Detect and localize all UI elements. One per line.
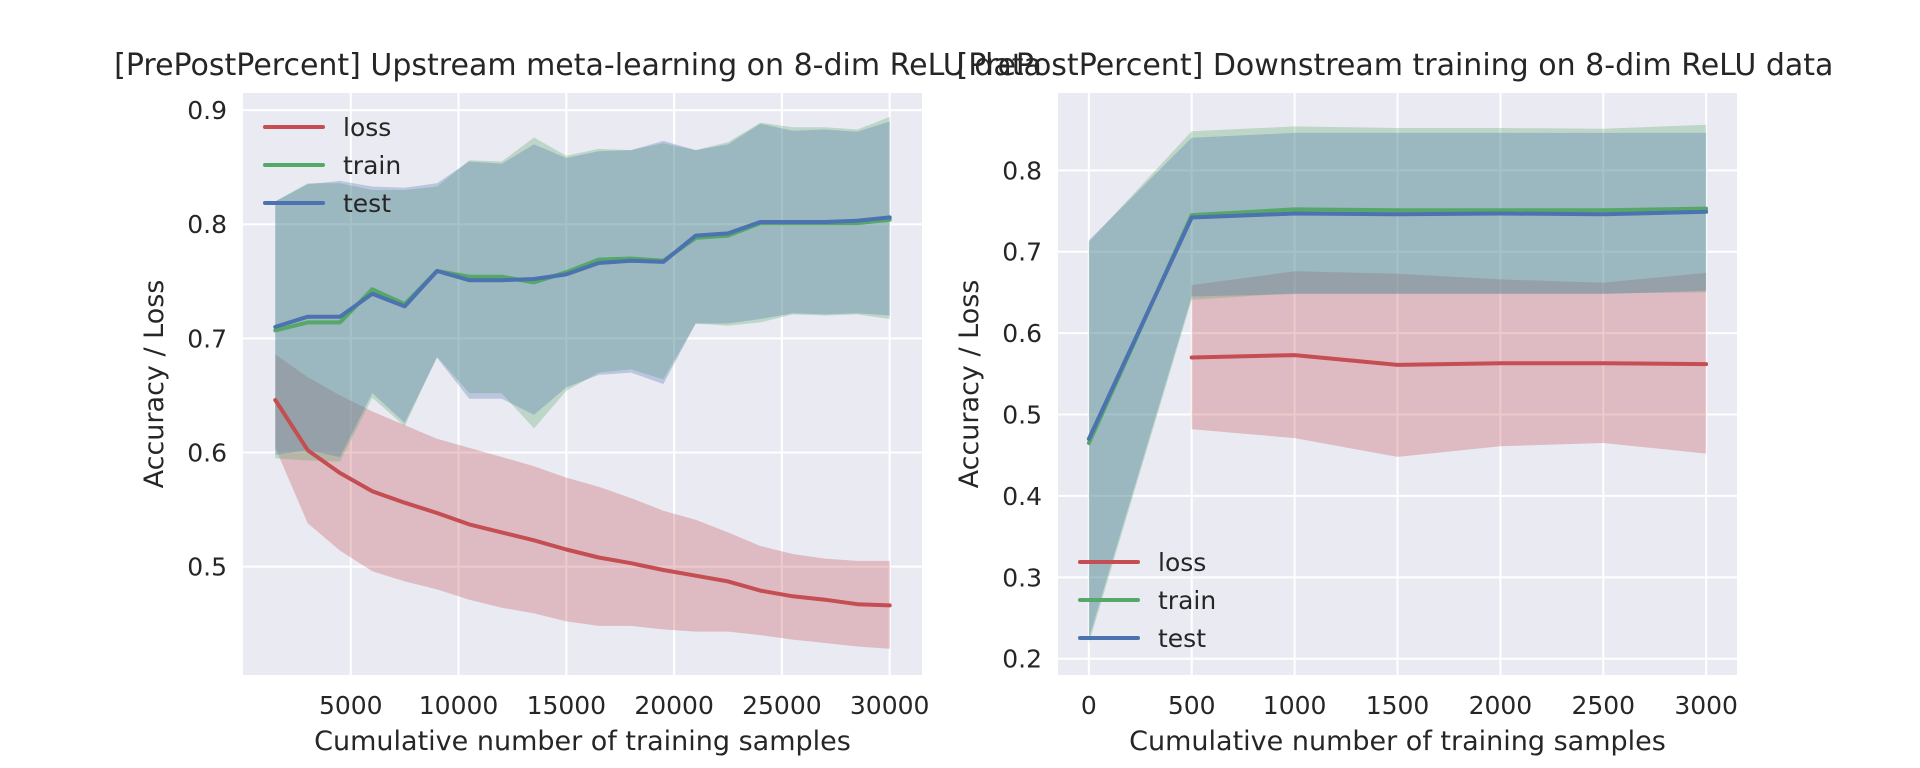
downstream-chart: 0.2 0.3 0.4 0.5 0.6 0.7 0.8 0 500 1000 1500 2000 250… <box>954 48 1833 757</box>
legend: loss train test <box>1078 548 1216 653</box>
loss-line <box>273 398 892 608</box>
legend: loss train test <box>263 113 401 218</box>
y-tick-label: 0.5 <box>187 553 227 582</box>
test-band <box>275 121 890 457</box>
x-tick-label: 1500 <box>1366 691 1430 720</box>
x-axis-label: Cumulative number of training samples <box>1129 726 1666 757</box>
x-tick-label: 25000 <box>742 691 822 720</box>
x-tick-label: 2500 <box>1571 691 1635 720</box>
y-tick-label: 0.6 <box>187 438 227 467</box>
train-line <box>1086 206 1709 445</box>
y-axis-label: Accuracy / Loss <box>139 280 170 489</box>
upstream-chart: 0.5 0.6 0.7 0.8 0.9 5000 10000 15000 20000 25000 3… <box>114 48 1042 757</box>
x-tick-label: 5000 <box>319 691 383 720</box>
y-tick-label: 0.8 <box>187 210 227 239</box>
train-band <box>275 117 890 462</box>
x-tick-label: 30000 <box>850 691 930 720</box>
y-tick-label: 0.7 <box>1002 238 1042 267</box>
x-tick-label: 0 <box>1081 691 1097 720</box>
plot-area <box>243 93 922 675</box>
legend-label-train: train <box>1158 586 1216 615</box>
y-tick-label: 0.3 <box>1002 563 1042 592</box>
chart-title: [PrePostPercent] Upstream meta-learning … <box>114 48 1042 83</box>
y-tick-label: 0.2 <box>1002 645 1042 674</box>
x-tick-label: 15000 <box>527 691 607 720</box>
x-tick-label: 500 <box>1168 691 1216 720</box>
y-tick-label: 0.7 <box>187 324 227 353</box>
legend-label-loss: loss <box>343 113 391 142</box>
y-tick-label: 0.8 <box>1002 156 1042 185</box>
y-tick-label: 0.5 <box>1002 401 1042 430</box>
train-band <box>1088 124 1707 644</box>
x-tick-label: 20000 <box>634 691 714 720</box>
y-tick-label: 0.6 <box>1002 319 1042 348</box>
x-tick-label: 10000 <box>419 691 499 720</box>
loss-band <box>275 354 890 649</box>
legend-label-loss: loss <box>1158 548 1206 577</box>
test-line <box>273 215 892 329</box>
y-axis-label: Accuracy / Loss <box>954 280 985 489</box>
x-axis-label: Cumulative number of training samples <box>314 726 851 757</box>
legend-label-test: test <box>1158 624 1206 653</box>
legend-label-train: train <box>343 151 401 180</box>
x-tick-label: 3000 <box>1674 691 1738 720</box>
y-tick-label: 0.9 <box>187 96 227 125</box>
y-tick-label: 0.4 <box>1002 482 1042 511</box>
test-band <box>1088 132 1707 639</box>
test-line <box>1086 209 1709 441</box>
legend-label-test: test <box>343 189 391 218</box>
x-tick-label: 2000 <box>1469 691 1533 720</box>
x-tick-label: 1000 <box>1263 691 1327 720</box>
chart-title: [PrePostPercent] Downstream training on … <box>957 48 1834 83</box>
loss-line <box>1189 353 1709 367</box>
